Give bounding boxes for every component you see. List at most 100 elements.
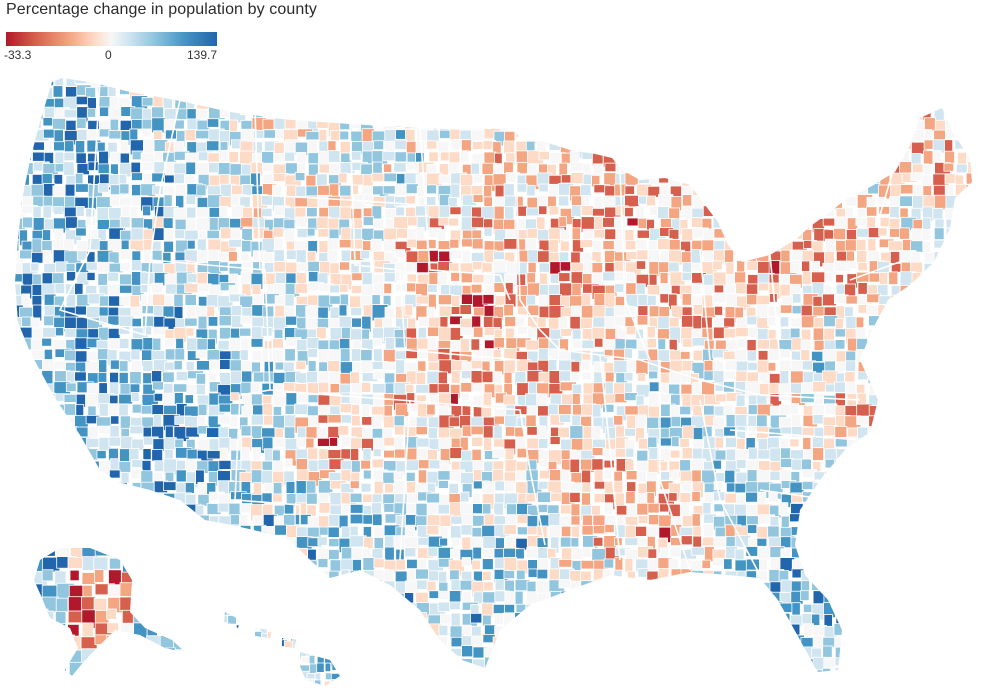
county-tile xyxy=(415,667,431,672)
county-tile xyxy=(175,525,188,542)
county-tile xyxy=(118,403,129,418)
county-tile xyxy=(119,596,140,612)
county-tile xyxy=(943,636,958,653)
county-tile xyxy=(107,338,121,350)
county-tile xyxy=(866,86,879,101)
county-tile xyxy=(415,591,429,604)
county-tile xyxy=(32,612,46,622)
county-tile xyxy=(659,658,672,671)
county-tile xyxy=(637,97,650,115)
county-tile xyxy=(856,172,865,186)
county-tile xyxy=(31,646,48,662)
county-tile xyxy=(570,172,586,185)
county-tile xyxy=(261,207,273,218)
county-tile xyxy=(558,623,572,633)
county-tile xyxy=(316,327,327,340)
county-tile xyxy=(85,216,96,226)
county-tile xyxy=(580,78,596,84)
county-tile xyxy=(294,283,308,294)
county-tile xyxy=(790,128,804,146)
county-tile xyxy=(835,118,847,134)
county-tile xyxy=(371,383,386,394)
county-tile xyxy=(252,84,267,101)
county-tile xyxy=(747,601,761,614)
county-tile xyxy=(835,130,849,141)
county-tile xyxy=(272,593,286,610)
county-tile xyxy=(724,635,739,653)
county-tile xyxy=(54,78,64,87)
county-tile xyxy=(668,239,681,251)
county-tile xyxy=(657,161,669,177)
county-tile xyxy=(295,216,308,228)
county-tile xyxy=(725,162,736,175)
county-tile xyxy=(404,119,422,129)
county-tile xyxy=(283,591,299,601)
county-tile xyxy=(31,448,42,463)
county-tile xyxy=(261,492,273,503)
county-tile xyxy=(714,449,727,461)
county-tile xyxy=(250,469,264,484)
county-tile xyxy=(768,217,778,235)
county-tile xyxy=(679,405,692,416)
county-tile xyxy=(714,601,729,618)
county-tile xyxy=(15,557,24,574)
county-tile xyxy=(316,570,331,583)
county-tile xyxy=(525,118,537,130)
county-tile xyxy=(251,350,264,362)
county-tile xyxy=(824,130,836,147)
county-tile xyxy=(889,129,902,141)
county-tile xyxy=(152,262,164,274)
county-tile xyxy=(372,513,383,526)
county-tile xyxy=(910,635,925,648)
county-tile xyxy=(184,584,185,601)
county-tile xyxy=(966,218,972,231)
county-tile xyxy=(539,272,549,285)
county-tile xyxy=(427,284,438,293)
county-tile xyxy=(481,558,494,570)
county-tile xyxy=(206,118,220,128)
county-tile xyxy=(339,195,353,208)
county-tile xyxy=(32,536,44,549)
county-tile xyxy=(186,96,196,111)
county-tile xyxy=(559,78,575,87)
county-tile xyxy=(253,679,263,690)
county-tile xyxy=(175,657,190,670)
county-tile xyxy=(614,283,625,293)
county-tile xyxy=(338,514,349,529)
county-tile xyxy=(866,293,881,303)
county-tile xyxy=(252,601,269,612)
county-tile xyxy=(669,581,687,591)
county-tile xyxy=(943,480,956,495)
county-tile xyxy=(811,547,826,559)
county-tile xyxy=(162,602,176,613)
county-tile xyxy=(283,229,296,242)
county-tile xyxy=(922,272,934,285)
county-tile xyxy=(780,635,797,651)
county-tile xyxy=(844,548,858,566)
county-tile xyxy=(196,636,206,651)
county-tile xyxy=(856,681,864,690)
county-tile xyxy=(405,85,423,100)
county-tile xyxy=(912,614,925,630)
county-tile xyxy=(316,78,329,86)
county-tile xyxy=(845,128,862,139)
county-tile xyxy=(197,403,208,416)
county-tile xyxy=(274,85,286,97)
county-tile xyxy=(746,283,759,296)
county-tile xyxy=(20,493,31,504)
county-tile xyxy=(262,679,273,690)
county-tile xyxy=(813,559,824,574)
county-tile xyxy=(15,173,25,190)
county-tile xyxy=(602,78,617,90)
county-tile xyxy=(86,667,102,672)
county-tile xyxy=(142,656,158,668)
county-tile xyxy=(593,480,606,490)
county-tile xyxy=(20,106,32,121)
county-tile xyxy=(98,425,111,435)
county-tile xyxy=(647,548,658,559)
county-tile xyxy=(789,657,802,672)
county-tile xyxy=(349,635,359,648)
county-tile xyxy=(701,634,712,644)
county-tile xyxy=(692,282,702,295)
county-tile xyxy=(219,647,236,662)
